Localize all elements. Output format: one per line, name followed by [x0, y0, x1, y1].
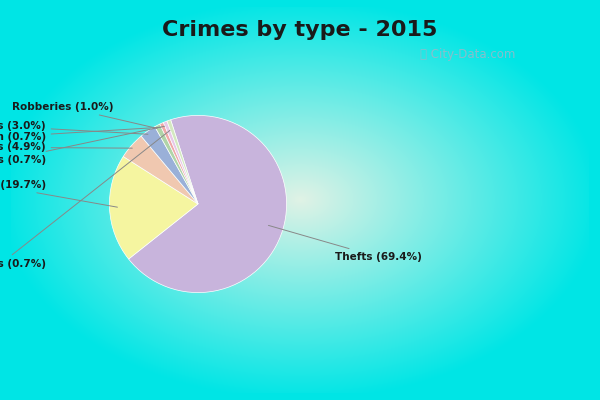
Text: Murders (0.7%): Murders (0.7%) — [0, 130, 170, 269]
Wedge shape — [123, 136, 198, 204]
Text: Auto thefts (4.9%): Auto thefts (4.9%) — [0, 142, 132, 152]
Bar — [0, 0, 11, 400]
Text: Arson (0.7%): Arson (0.7%) — [0, 127, 161, 142]
Wedge shape — [155, 124, 198, 204]
Bar — [0, 0, 600, 7]
Wedge shape — [128, 116, 287, 292]
Text: ⓘ City-Data.com: ⓘ City-Data.com — [421, 48, 515, 61]
Text: Crimes by type - 2015: Crimes by type - 2015 — [163, 20, 437, 40]
Text: Rapes (0.7%): Rapes (0.7%) — [0, 126, 164, 165]
Text: Thefts (69.4%): Thefts (69.4%) — [268, 225, 422, 262]
Bar — [0, 393, 600, 400]
Wedge shape — [109, 156, 198, 259]
Text: Robberies (1.0%): Robberies (1.0%) — [13, 102, 157, 128]
Wedge shape — [141, 127, 198, 204]
Wedge shape — [167, 120, 198, 204]
Wedge shape — [163, 121, 198, 204]
Wedge shape — [160, 122, 198, 204]
Bar — [589, 0, 600, 400]
Text: Assaults (3.0%): Assaults (3.0%) — [0, 121, 148, 134]
Text: Burglaries (19.7%): Burglaries (19.7%) — [0, 180, 118, 207]
